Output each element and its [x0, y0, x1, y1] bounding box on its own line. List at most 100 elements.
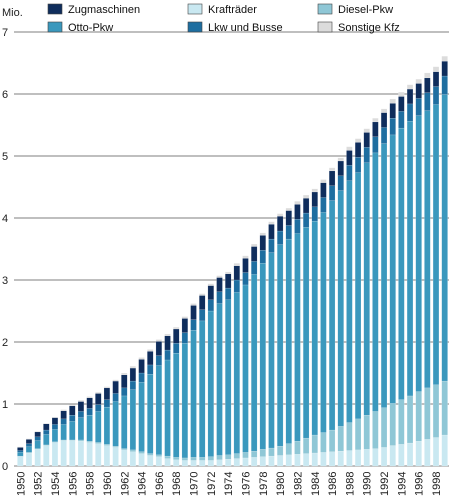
bar-segment-kraftr-der: [207, 460, 214, 467]
bar-segment-lkw-und-busse: [285, 225, 292, 240]
x-tick-label: 1962: [119, 472, 131, 496]
bar-segment-sonstige-kfz: [441, 56, 448, 62]
bar-segment-zugmaschinen: [95, 393, 102, 405]
bar-stack-1967: [164, 333, 171, 467]
x-tick-label: 1998: [431, 472, 443, 496]
bar-segment-zugmaschinen: [251, 246, 258, 262]
bar-stack-1955: [60, 409, 67, 467]
bar-stack-1952: [34, 431, 41, 467]
x-tick-label: 1980: [275, 472, 287, 496]
bar-segment-otto-pkw: [233, 292, 240, 454]
bar-segment-sonstige-kfz: [432, 66, 440, 72]
bar-segment-lkw-und-busse: [441, 75, 448, 95]
bar-segment-sonstige-kfz: [112, 379, 119, 382]
bar-segment-kraftr-der: [25, 452, 33, 467]
bar-stack-1980: [277, 213, 284, 467]
bar-segment-sonstige-kfz: [147, 349, 154, 352]
bar-segment-diesel-pkw: [103, 444, 111, 446]
bar-segment-diesel-pkw: [199, 457, 206, 461]
bar-segment-kraftr-der: [294, 454, 301, 467]
bar-segment-otto-pkw: [77, 417, 85, 441]
bar-segment-kraftr-der: [216, 459, 223, 467]
bar-segment-diesel-pkw: [251, 450, 258, 458]
bar-segment-diesel-pkw: [424, 387, 431, 440]
bar-stack-1979: [268, 221, 275, 467]
bar-segment-otto-pkw: [190, 330, 197, 458]
bar-segment-kraftr-der: [60, 440, 67, 467]
bar-segment-lkw-und-busse: [34, 436, 41, 441]
bar-stack-1963: [129, 366, 137, 467]
bar-segment-sonstige-kfz: [415, 78, 422, 84]
bar-segment-lkw-und-busse: [181, 332, 188, 344]
bar-segment-otto-pkw: [328, 200, 336, 431]
bar-segment-diesel-pkw: [164, 455, 171, 459]
bar-segment-sonstige-kfz: [259, 232, 266, 236]
bar-segment-sonstige-kfz: [389, 98, 396, 104]
bar-segment-lkw-und-busse: [173, 343, 180, 354]
bar-segment-kraftr-der: [147, 455, 154, 467]
bar-segment-zugmaschinen: [34, 431, 41, 438]
bar-segment-kraftr-der: [311, 452, 318, 467]
bar-segment-sonstige-kfz: [380, 108, 388, 113]
bar-segment-sonstige-kfz: [77, 400, 85, 402]
x-tick-label: 1992: [379, 472, 391, 496]
bar-segment-sonstige-kfz: [424, 72, 431, 79]
bar-segment-kraftr-der: [424, 439, 431, 467]
bar-segment-sonstige-kfz: [17, 446, 24, 448]
bar-segment-sonstige-kfz: [25, 438, 33, 440]
bar-segment-zugmaschinen: [25, 439, 33, 444]
bar-segment-zugmaschinen: [277, 215, 284, 232]
x-tick-label: 1954: [50, 472, 62, 496]
bar-segment-sonstige-kfz: [346, 146, 353, 151]
bar-segment-otto-pkw: [60, 424, 67, 441]
bar-segment-zugmaschinen: [199, 295, 206, 310]
bar-segment-zugmaschinen: [337, 160, 344, 176]
bar-segment-kraftr-der: [346, 450, 353, 467]
bar-segment-lkw-und-busse: [268, 238, 275, 253]
bar-segment-zugmaschinen: [233, 265, 240, 281]
bar-stack-1960: [103, 386, 111, 467]
x-tick-label: 1986: [327, 472, 339, 496]
bar-segment-zugmaschinen: [173, 328, 180, 344]
bar-segment-diesel-pkw: [216, 455, 223, 460]
bar-stack-1954: [51, 416, 59, 467]
bar-segment-lkw-und-busse: [311, 206, 318, 222]
bar-segment-zugmaschinen: [86, 397, 93, 409]
bar-segment-diesel-pkw: [268, 447, 275, 457]
bar-segment-sonstige-kfz: [354, 138, 362, 143]
bar-segment-diesel-pkw: [155, 454, 162, 457]
bar-segment-kraftr-der: [199, 460, 206, 467]
bar-segment-otto-pkw: [320, 212, 327, 433]
bar-segment-otto-pkw: [441, 94, 448, 382]
legend-label: Krafträder: [208, 4, 257, 16]
bar-segment-diesel-pkw: [129, 449, 137, 452]
bar-segment-kraftr-der: [155, 456, 162, 467]
bar-segment-sonstige-kfz: [285, 207, 292, 211]
bar-segment-kraftr-der: [103, 445, 111, 467]
legend-swatch: [47, 3, 63, 15]
bar-segment-lkw-und-busse: [103, 399, 111, 408]
y-tick-label: 7: [2, 27, 8, 39]
x-tick-label: 1950: [15, 472, 27, 496]
bar-segment-sonstige-kfz: [277, 213, 284, 217]
bar-stack-1969: [181, 316, 188, 467]
bar-segment-zugmaschinen: [60, 410, 67, 420]
bar-segment-lkw-und-busse: [424, 92, 431, 111]
bar-segment-diesel-pkw: [95, 442, 102, 444]
bar-segment-otto-pkw: [294, 233, 301, 442]
bar-segment-zugmaschinen: [147, 351, 154, 366]
bar-segment-kraftr-der: [242, 457, 249, 467]
bar-segment-diesel-pkw: [121, 448, 128, 451]
bar-segment-sonstige-kfz: [173, 326, 180, 330]
bar-segment-zugmaschinen: [69, 405, 76, 416]
bar-segment-kraftr-der: [17, 456, 24, 467]
bar-segment-otto-pkw: [380, 143, 388, 408]
bar-segment-sonstige-kfz: [121, 372, 128, 376]
bar-segment-lkw-und-busse: [398, 111, 405, 129]
bar-segment-lkw-und-busse: [199, 309, 206, 322]
bar-segment-sonstige-kfz: [103, 386, 111, 389]
bar-segment-kraftr-der: [129, 451, 137, 467]
y-tick-label: 4: [2, 213, 8, 225]
legend-label: Diesel-Pkw: [338, 4, 393, 16]
bar-stack-1953: [43, 423, 50, 467]
